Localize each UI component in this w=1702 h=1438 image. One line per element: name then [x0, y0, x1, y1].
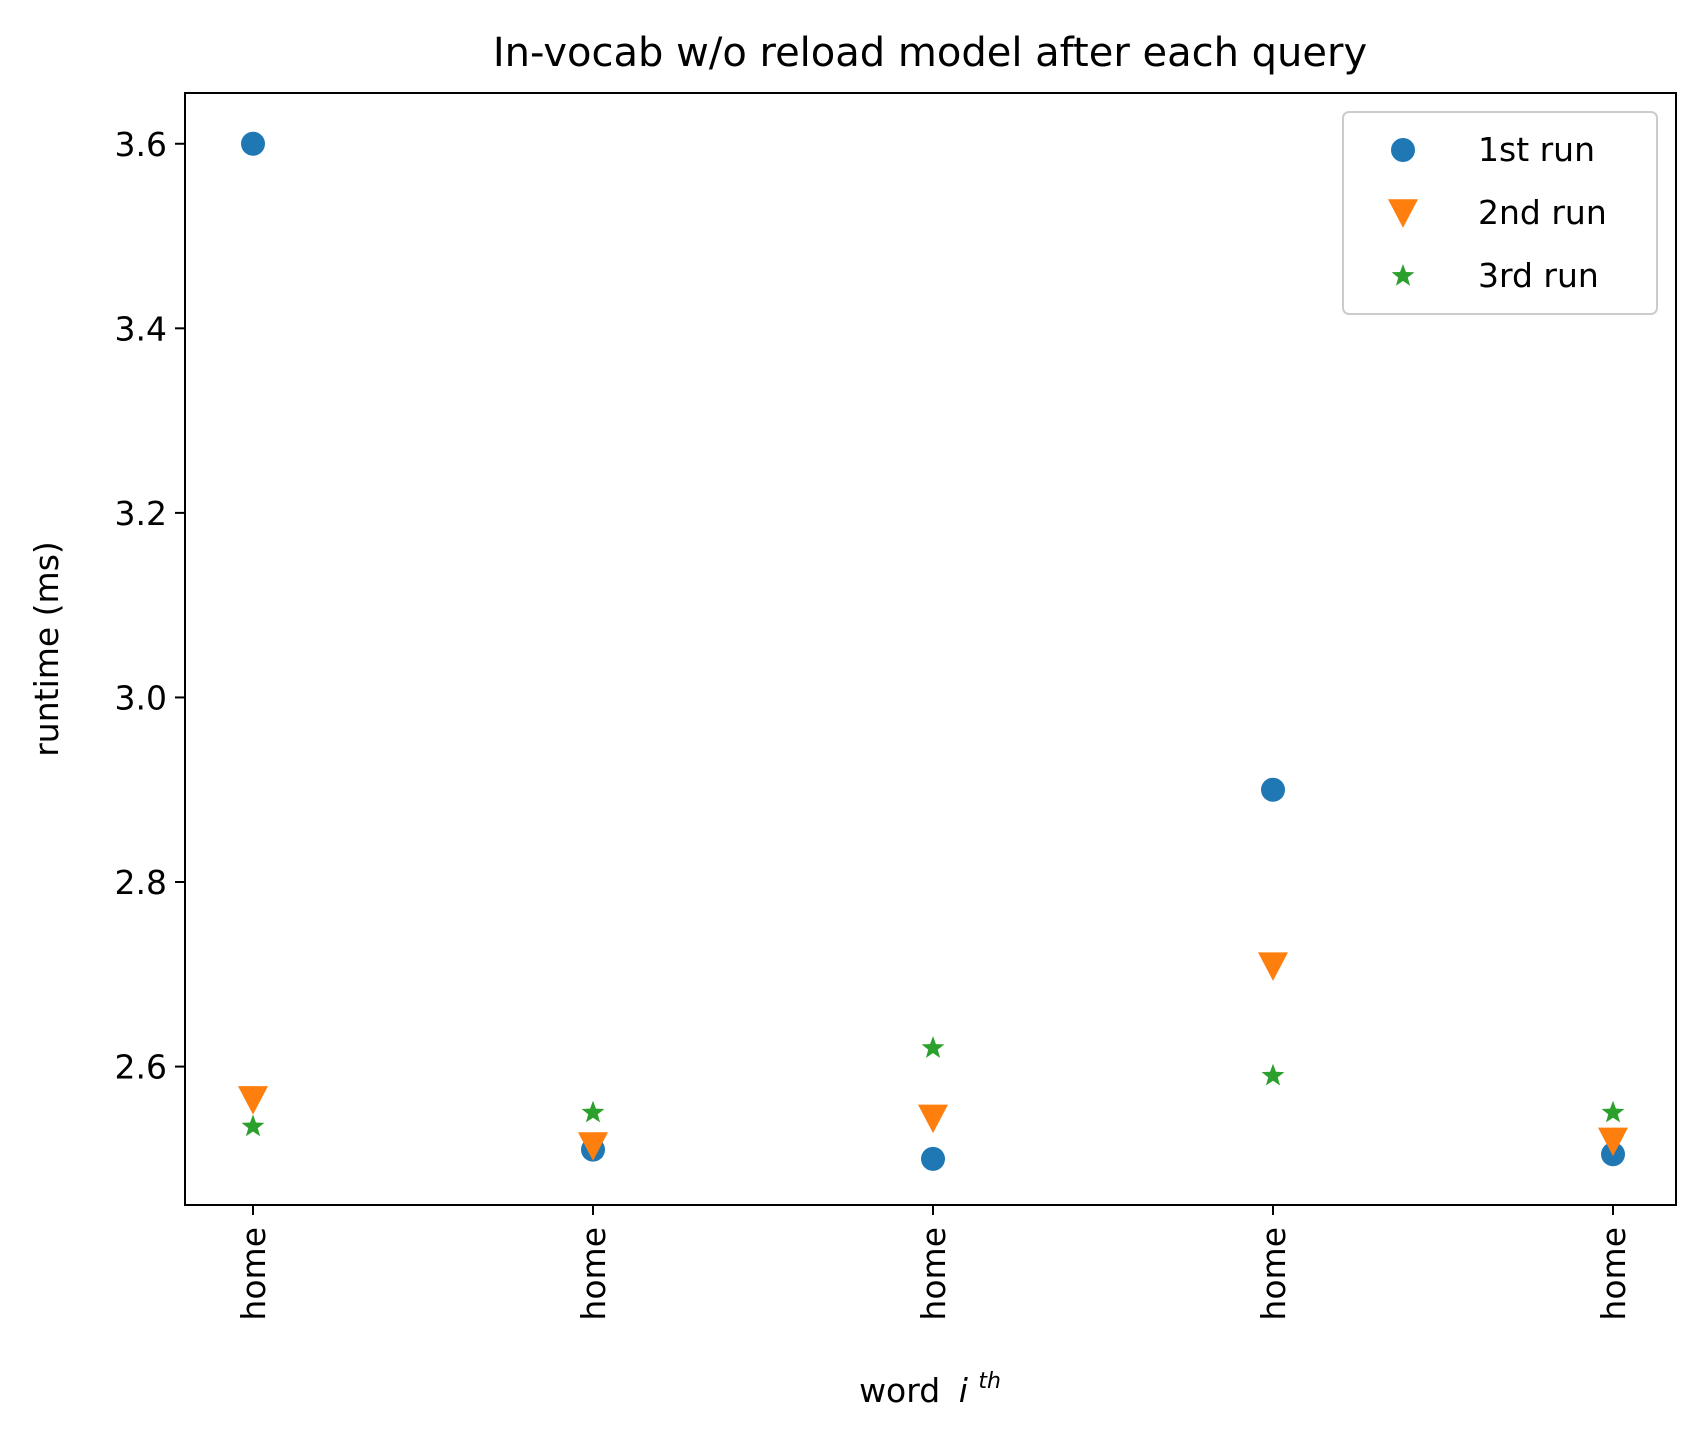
data-points: [238, 131, 1628, 1171]
legend-label-1st-run: 1st run: [1478, 130, 1595, 169]
chart-title: In-vocab w/o reload model after each que…: [493, 30, 1367, 76]
point-3rd-run: [241, 1114, 265, 1137]
point-2nd-run: [1258, 952, 1288, 981]
point-1st-run: [1261, 777, 1285, 802]
x-tick-label: home: [1594, 1227, 1633, 1321]
point-2nd-run: [918, 1104, 948, 1134]
x-axis-label-sup: th: [978, 1369, 1001, 1394]
point-2nd-run: [1598, 1127, 1628, 1157]
y-tick-label: 2.8: [115, 863, 167, 902]
point-3rd-run: [581, 1100, 605, 1123]
x-axis-label: word i th: [859, 1369, 1001, 1410]
legend-marker-3rd-run: [1391, 264, 1415, 286]
x-axis-label-i: i: [959, 1371, 968, 1410]
legend-markers: [1388, 138, 1418, 286]
y-axis-label: runtime (ms): [27, 541, 66, 757]
point-3rd-run: [921, 1036, 945, 1058]
x-tick-label: home: [1254, 1227, 1293, 1321]
legend-label-2nd-run: 2nd run: [1478, 193, 1607, 232]
y-tick-label: 3.0: [115, 678, 167, 717]
point-2nd-run: [238, 1086, 268, 1115]
y-tick-label: 3.6: [115, 125, 167, 164]
point-1st-run: [921, 1146, 945, 1171]
legend: 1st run 2nd run 3rd run: [1342, 111, 1658, 315]
point-3rd-run: [1601, 1100, 1625, 1123]
x-tick-label: home: [914, 1227, 953, 1321]
legend-marker-1st-run: [1391, 138, 1415, 162]
x-tick-label: home: [574, 1227, 613, 1321]
legend-box: [1342, 111, 1658, 315]
y-axis-ticks: 2.6 2.8 3.0 3.2 3.4 3.6: [115, 125, 185, 1087]
legend-label-3rd-run: 3rd run: [1478, 256, 1599, 295]
point-3rd-run: [1261, 1063, 1285, 1086]
y-tick-label: 3.4: [115, 309, 167, 348]
legend-marker-2nd-run: [1388, 199, 1418, 228]
x-axis-ticks: home home home home home: [234, 1205, 1633, 1321]
x-tick-label: home: [234, 1227, 273, 1321]
point-2nd-run: [578, 1132, 608, 1161]
x-axis-label-word: word: [859, 1371, 940, 1410]
y-tick-label: 3.2: [115, 494, 167, 533]
point-1st-run: [241, 131, 265, 156]
y-tick-label: 2.6: [115, 1048, 167, 1087]
